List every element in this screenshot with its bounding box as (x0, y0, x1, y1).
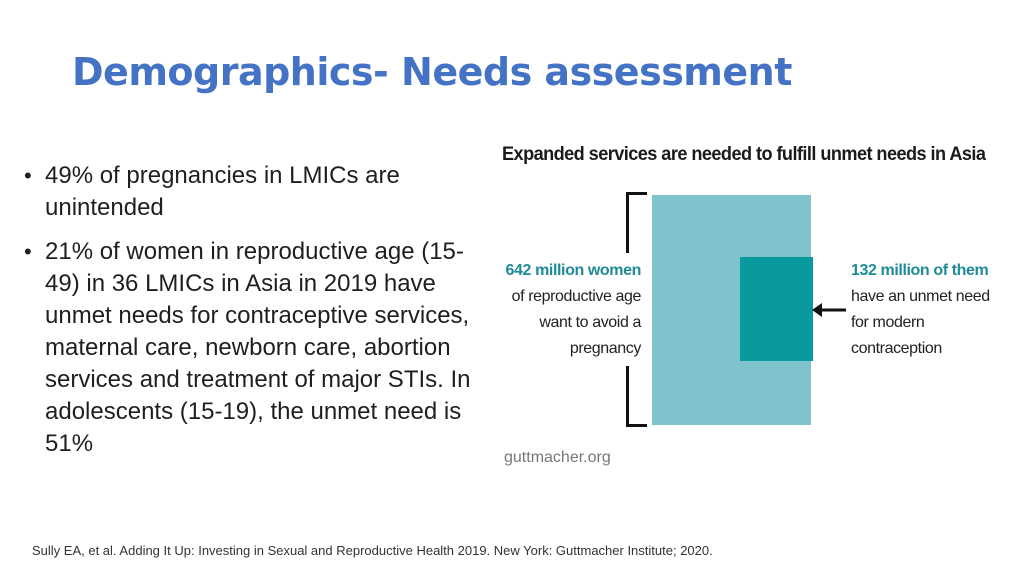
bracket-bottom (626, 366, 647, 427)
bullet-dot: • (24, 239, 32, 264)
left-text: of reproductive age want to avoid a preg… (511, 288, 642, 357)
bullet-item: • 49% of pregnancies in LMICs are uninte… (24, 160, 494, 224)
bracket-top (626, 192, 647, 253)
right-label: 132 million of them have an unmet need f… (851, 258, 1011, 362)
infographic-title: Expanded services are needed to fulfill … (502, 143, 986, 165)
unmet-need-box (740, 257, 813, 361)
citation: Sully EA, et al. Adding It Up: Investing… (32, 543, 713, 558)
slide-title: Demographics- Needs assessment (72, 50, 792, 94)
bullet-list: • 49% of pregnancies in LMICs are uninte… (24, 160, 494, 472)
right-text: have an unmet need for modern contracept… (851, 288, 990, 357)
infographic: Expanded services are needed to fulfill … (500, 138, 1000, 478)
bullet-dot: • (24, 163, 32, 188)
arrow-left-icon (812, 303, 846, 317)
bullet-text: 49% of pregnancies in LMICs are unintend… (45, 162, 400, 221)
source-label: guttmacher.org (504, 449, 611, 466)
left-highlight: 642 million women (505, 262, 642, 279)
bullet-item: • 21% of women in reproductive age (15-4… (24, 236, 494, 460)
right-highlight: 132 million of them (851, 262, 989, 279)
left-label: 642 million women of reproductive age wa… (500, 258, 642, 362)
bullet-text: 21% of women in reproductive age (15-49)… (45, 238, 471, 457)
